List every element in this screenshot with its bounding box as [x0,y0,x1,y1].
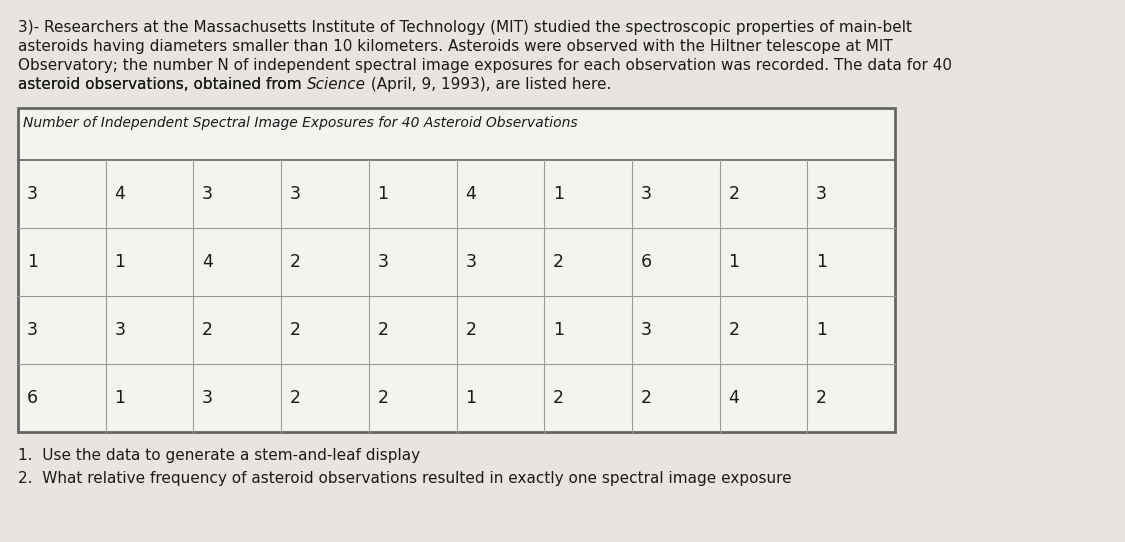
Text: 3: 3 [202,185,213,203]
Text: 1: 1 [554,321,564,339]
Text: 4: 4 [466,185,476,203]
Text: asteroids having diameters smaller than 10 kilometers. Asteroids were observed w: asteroids having diameters smaller than … [18,39,893,54]
Text: 1: 1 [115,253,126,271]
Text: 2: 2 [290,321,300,339]
Text: 4: 4 [728,389,739,407]
Text: 2: 2 [290,253,300,271]
Text: 6: 6 [640,253,651,271]
Text: Number of Independent Spectral Image Exposures for 40 Asteroid Observations: Number of Independent Spectral Image Exp… [22,116,577,130]
Text: 4: 4 [115,185,125,203]
Text: Observatory; the number N of independent spectral image exposures for each obser: Observatory; the number N of independent… [18,58,952,73]
Text: 1: 1 [554,185,564,203]
Text: 2: 2 [378,389,388,407]
Text: Science: Science [306,77,366,92]
Text: 3: 3 [115,321,126,339]
Text: 3: 3 [466,253,476,271]
Text: 2: 2 [378,321,388,339]
Text: 1: 1 [115,389,126,407]
Text: 2: 2 [290,389,300,407]
Text: 6: 6 [27,389,38,407]
Text: 2: 2 [554,253,564,271]
Text: 2.  What relative frequency of asteroid observations resulted in exactly one spe: 2. What relative frequency of asteroid o… [18,471,792,486]
Text: asteroid observations, obtained from: asteroid observations, obtained from [18,77,306,92]
Text: 3: 3 [202,389,213,407]
Text: 3: 3 [27,321,38,339]
Text: 1: 1 [27,253,38,271]
Text: 2: 2 [640,389,651,407]
Text: 1: 1 [466,389,476,407]
Text: (April, 9, 1993), are listed here.: (April, 9, 1993), are listed here. [366,77,611,92]
Text: 3: 3 [27,185,38,203]
Text: 2: 2 [728,185,739,203]
Text: 1: 1 [816,253,827,271]
Text: 2: 2 [554,389,564,407]
Text: asteroid observations, obtained from: asteroid observations, obtained from [18,77,306,92]
Text: 3: 3 [378,253,388,271]
Text: 3: 3 [640,185,651,203]
Text: 1.  Use the data to generate a stem-and-leaf display: 1. Use the data to generate a stem-and-l… [18,448,420,463]
Text: 1: 1 [728,253,739,271]
Text: 4: 4 [202,253,213,271]
Text: 2: 2 [466,321,476,339]
Text: 3)- Researchers at the Massachusetts Institute of Technology (MIT) studied the s: 3)- Researchers at the Massachusetts Ins… [18,20,912,35]
Text: 3: 3 [816,185,827,203]
Bar [18,108,896,432]
Text: 1: 1 [816,321,827,339]
Text: 2: 2 [816,389,827,407]
Text: 1: 1 [378,185,388,203]
Text: 3: 3 [640,321,651,339]
Text: 2: 2 [202,321,213,339]
Text: 2: 2 [728,321,739,339]
Text: 3: 3 [290,185,300,203]
